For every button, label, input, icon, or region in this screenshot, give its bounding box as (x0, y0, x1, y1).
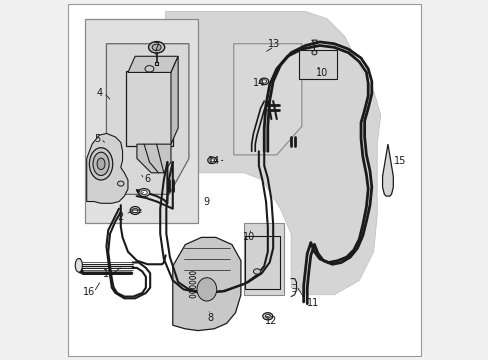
Polygon shape (85, 19, 198, 223)
Ellipse shape (75, 258, 82, 272)
Ellipse shape (311, 50, 316, 55)
Text: 2: 2 (118, 212, 123, 222)
Polygon shape (165, 12, 380, 295)
Ellipse shape (152, 44, 161, 50)
Text: 15: 15 (393, 156, 405, 166)
Ellipse shape (207, 157, 216, 163)
Ellipse shape (262, 313, 272, 320)
Polygon shape (171, 56, 178, 144)
Text: 14: 14 (207, 156, 220, 166)
Polygon shape (172, 237, 241, 330)
Text: 16: 16 (83, 287, 95, 297)
Polygon shape (86, 134, 128, 203)
Text: 1: 1 (103, 269, 109, 279)
Polygon shape (128, 56, 178, 72)
Ellipse shape (117, 181, 124, 186)
Polygon shape (382, 144, 392, 196)
Ellipse shape (148, 41, 164, 53)
Ellipse shape (97, 158, 105, 170)
Text: 10: 10 (315, 68, 327, 78)
FancyBboxPatch shape (68, 4, 420, 356)
Ellipse shape (197, 278, 216, 301)
Ellipse shape (262, 80, 266, 83)
FancyBboxPatch shape (126, 71, 172, 146)
Ellipse shape (130, 207, 140, 215)
Text: 14: 14 (253, 78, 265, 88)
Text: 8: 8 (206, 313, 213, 323)
Text: 5: 5 (94, 134, 101, 144)
Text: 3: 3 (134, 189, 140, 199)
Ellipse shape (93, 152, 109, 176)
Polygon shape (106, 44, 188, 194)
Text: 6: 6 (144, 174, 150, 184)
Text: 9: 9 (203, 197, 209, 207)
Ellipse shape (141, 190, 147, 195)
Polygon shape (137, 144, 171, 173)
Text: 13: 13 (267, 39, 280, 49)
Text: 10: 10 (243, 232, 255, 242)
Ellipse shape (89, 148, 112, 180)
Ellipse shape (265, 315, 270, 318)
Polygon shape (244, 223, 284, 295)
FancyBboxPatch shape (298, 50, 336, 79)
Text: 11: 11 (306, 298, 318, 308)
Text: 4: 4 (96, 88, 102, 98)
Ellipse shape (138, 189, 149, 197)
Ellipse shape (253, 269, 260, 274)
Text: 7: 7 (152, 42, 159, 51)
FancyBboxPatch shape (244, 236, 279, 289)
Ellipse shape (259, 78, 268, 85)
Ellipse shape (209, 159, 214, 162)
Polygon shape (233, 44, 301, 155)
Text: 12: 12 (264, 316, 277, 326)
Ellipse shape (132, 208, 138, 213)
